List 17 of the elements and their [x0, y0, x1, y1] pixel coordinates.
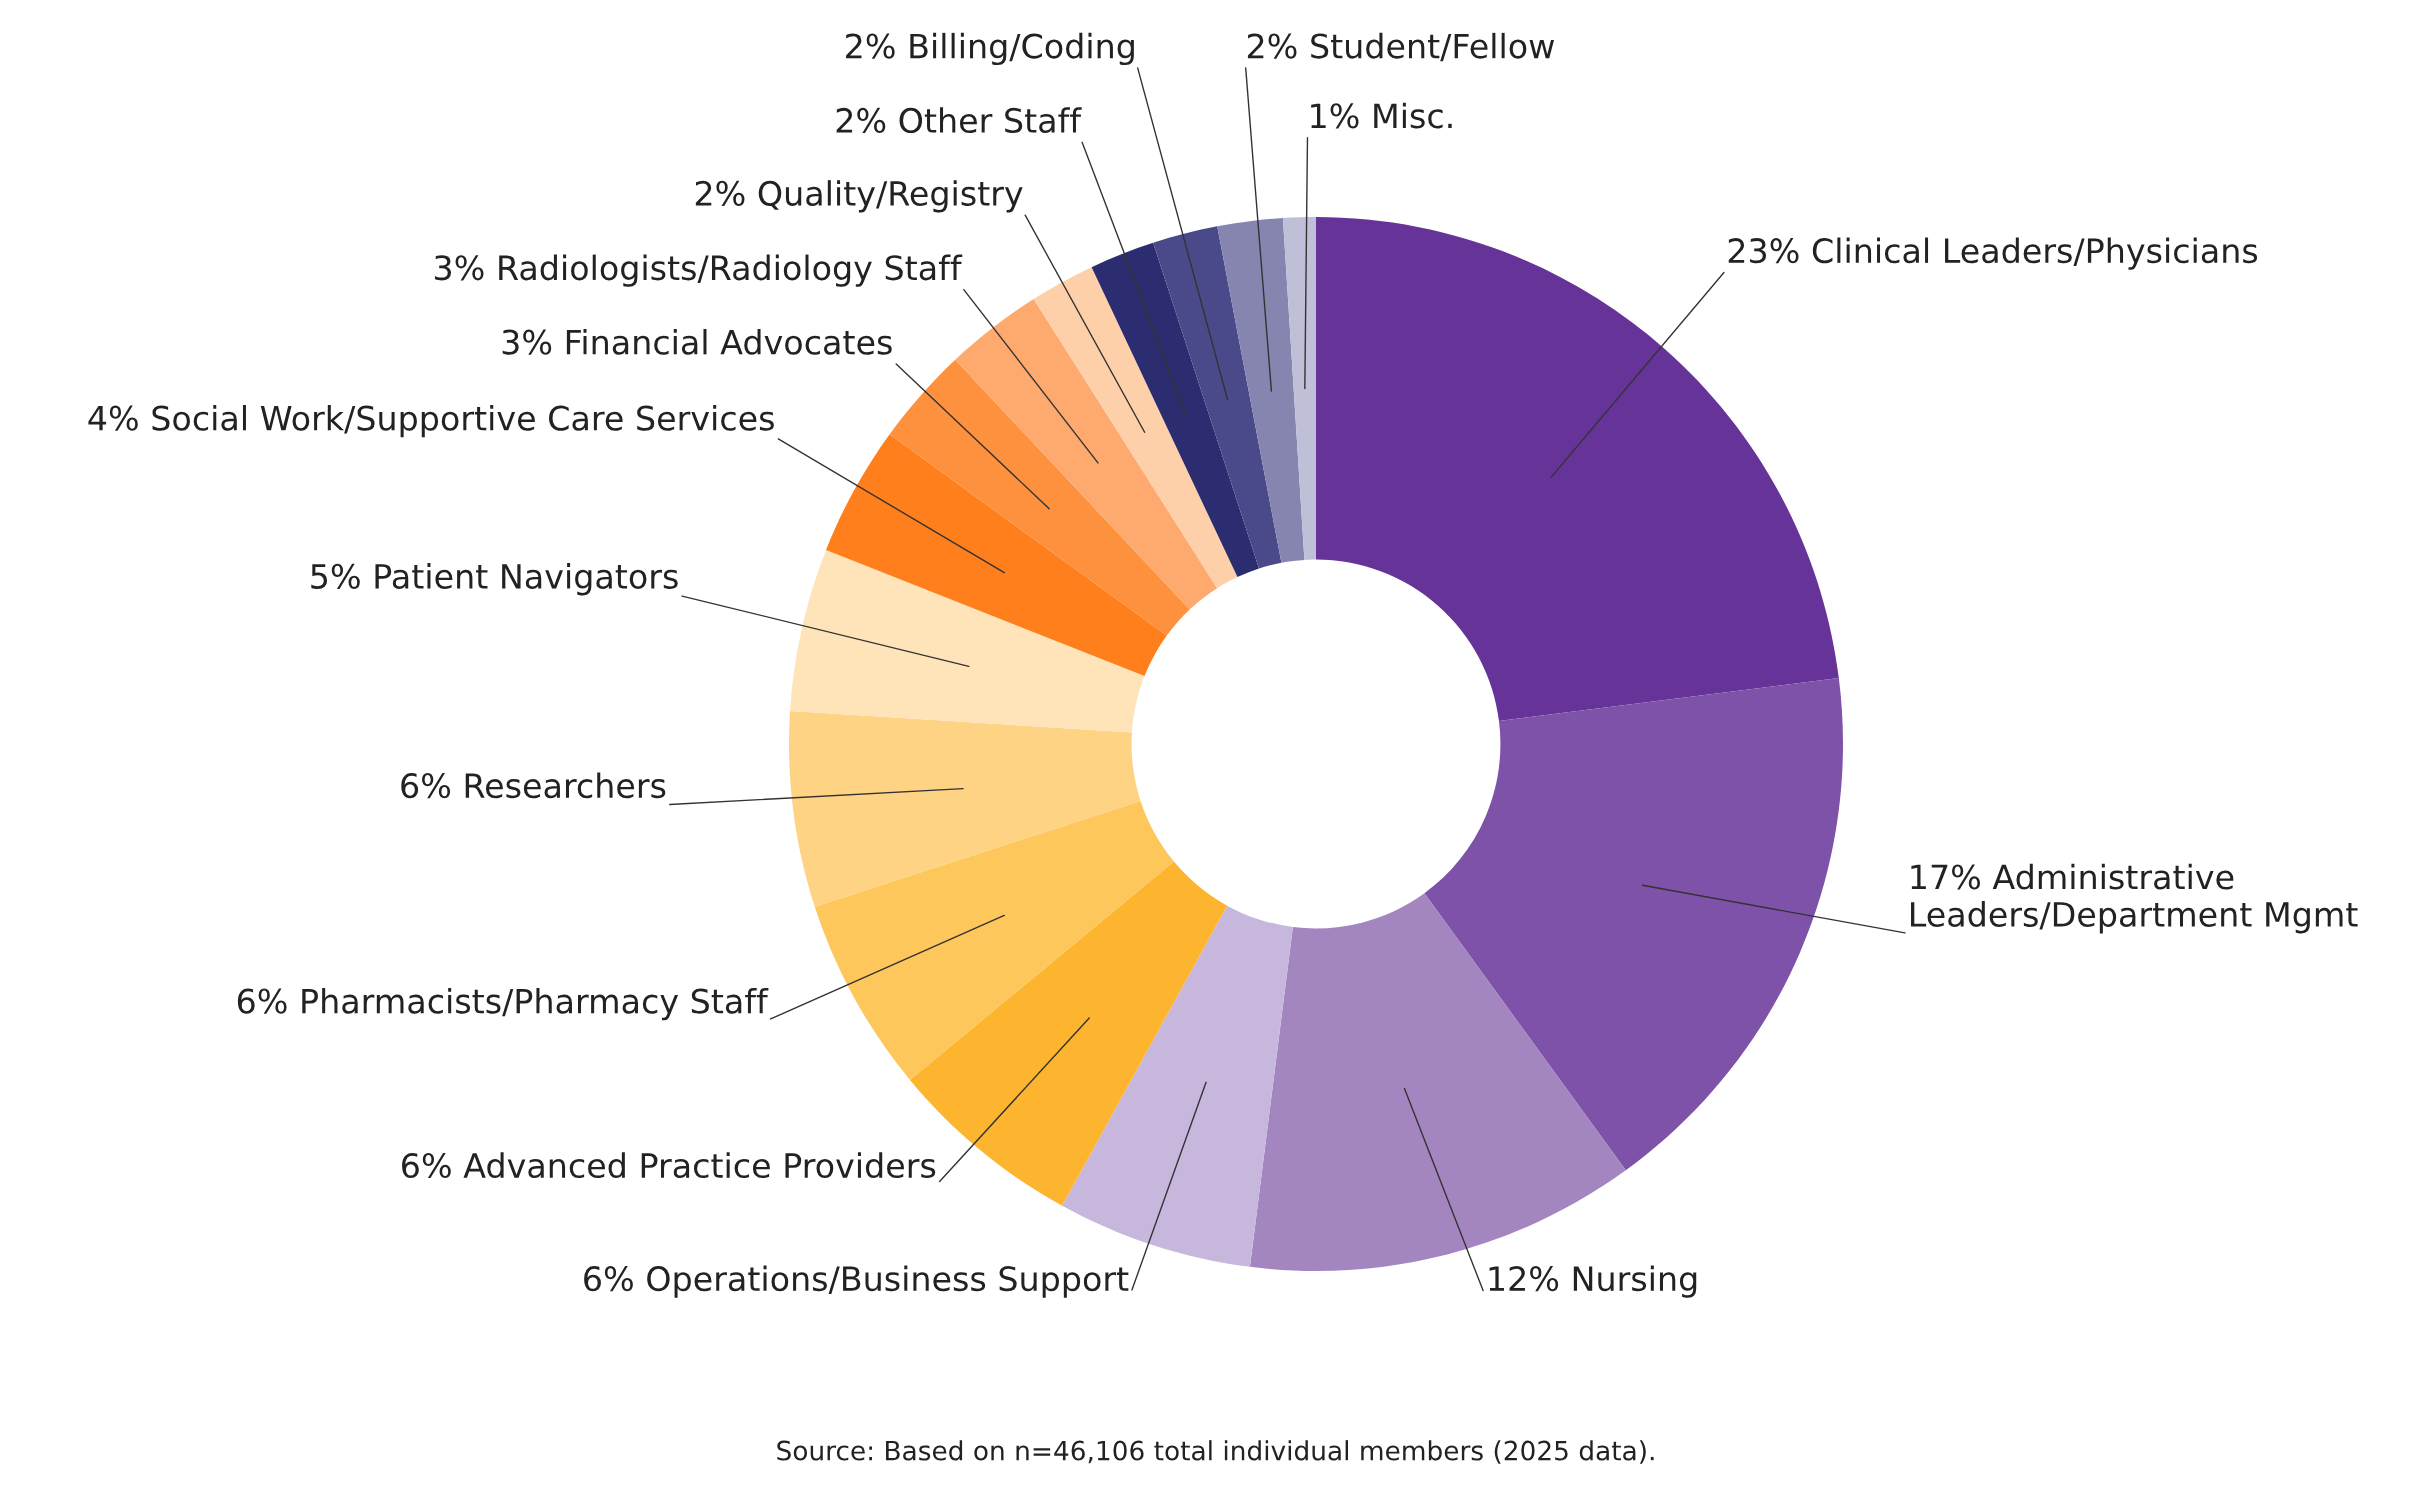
slice-label: 6% Researchers	[401, 772, 666, 799]
slice-label: 6% Operations/Business Support	[584, 1265, 1129, 1298]
source-note: Source: Based on n=46,106 total individual members (2025 data).	[777, 1440, 1654, 1464]
slice-label: 1% Misc.	[1311, 102, 1452, 129]
slice-label: 6% Pharmacists/Pharmacy Staff	[237, 987, 769, 1021]
slice-label: 2% Quality/Registry	[695, 180, 1023, 213]
slice-label: 23% Clinical Leaders/Physicians	[1728, 237, 2258, 270]
slice-label: 5% Patient Navigators	[311, 563, 678, 596]
slice-label: 6% Advanced Practice Providers	[402, 1152, 936, 1179]
slice-label: 12% Nursing	[1489, 1265, 1697, 1298]
slice-label: 2% Billing/Coding	[846, 32, 1134, 66]
slice-label: 3% Financial Advocates	[502, 329, 892, 355]
slice-label: 4% Social Work/Supportive Care Services	[88, 404, 774, 438]
slice-label: 3% Radiologists/Radiology Staff	[435, 254, 963, 287]
slice-label: 17% Administrative Leaders/Department Mgmt	[1911, 863, 2358, 934]
slice-label: 2% Student/Fellow	[1247, 32, 1555, 62]
slice-label: 2% Other Staff	[836, 107, 1082, 134]
